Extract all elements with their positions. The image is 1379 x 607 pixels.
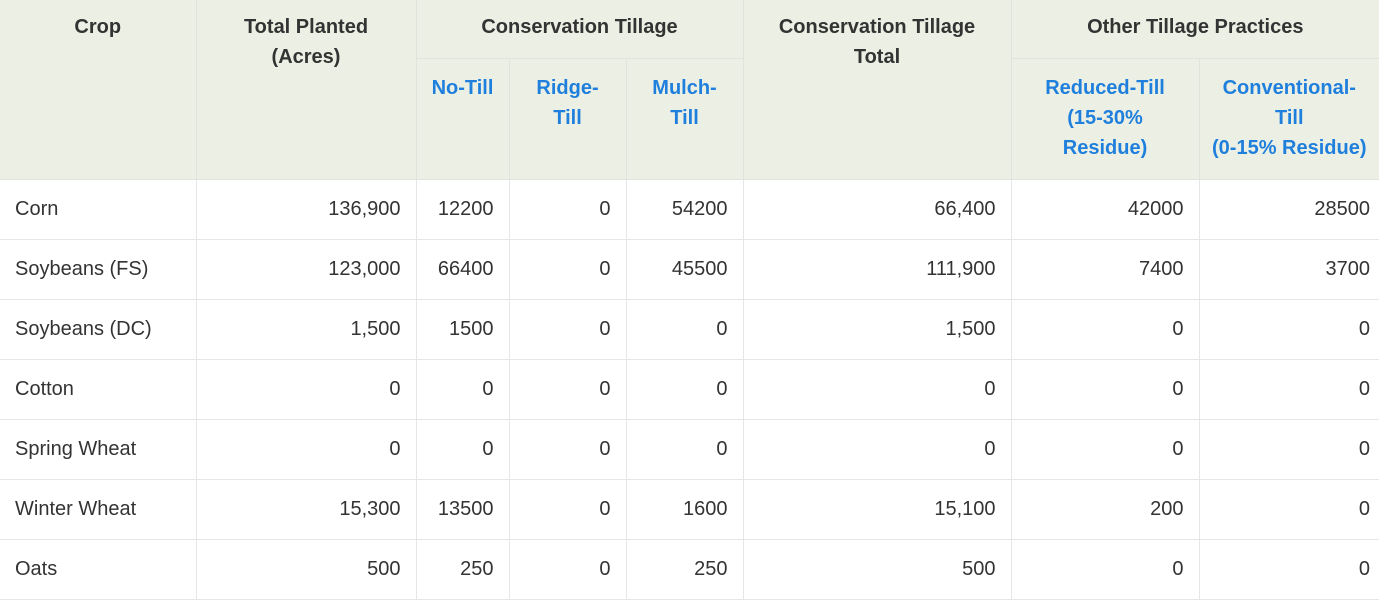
header-no-till-link[interactable]: No-Till	[431, 76, 494, 99]
header-ridge-till-line2[interactable]: Till	[553, 106, 582, 129]
header-mulch-till-line2[interactable]: Till	[670, 106, 699, 129]
header-ridge-till-line1[interactable]: Ridge-	[536, 76, 599, 99]
cell-reduced-till: 0	[1011, 539, 1200, 600]
cell-conventional-till: 0	[1199, 479, 1379, 540]
cell-total-planted: 0	[196, 359, 417, 420]
cell-conservation-total: 1,500	[743, 299, 1012, 360]
header-conventional-till-line1[interactable]: Conventional-	[1222, 76, 1356, 99]
cell-crop: Oats	[0, 539, 197, 600]
cell-crop: Soybeans (FS)	[0, 239, 197, 300]
cell-crop: Winter Wheat	[0, 479, 197, 540]
cell-mulch-till: 1600	[626, 479, 744, 540]
header-total-planted-line2: (Acres)	[271, 46, 341, 68]
cell-conservation-total: 500	[743, 539, 1012, 600]
cell-reduced-till: 42000	[1011, 179, 1200, 240]
cell-total-planted: 1,500	[196, 299, 417, 360]
cell-reduced-till: 0	[1011, 299, 1200, 360]
header-reduced-till[interactable]: Reduced-Till (15-30% Residue)	[1011, 58, 1200, 180]
cell-no-till: 1500	[416, 299, 510, 360]
cell-ridge-till: 0	[509, 539, 627, 600]
cell-conventional-till: 0	[1199, 359, 1379, 420]
header-conventional-till-line3[interactable]: (0-15% Residue)	[1212, 136, 1367, 159]
cell-reduced-till: 0	[1011, 359, 1200, 420]
header-conservation-total-line1: Conservation Tillage	[778, 16, 976, 38]
cell-mulch-till: 54200	[626, 179, 744, 240]
cell-conservation-total: 66,400	[743, 179, 1012, 240]
header-other-tillage-label: Other Tillage Practices	[1087, 16, 1304, 38]
table-header: Crop Total Planted (Acres) Conservation …	[0, 0, 1379, 180]
cell-ridge-till: 0	[509, 239, 627, 300]
table-row: Corn 136,900 12200 0 54200 66,400 42000 …	[0, 179, 1379, 240]
cell-total-planted: 15,300	[196, 479, 417, 540]
cell-conservation-total: 15,100	[743, 479, 1012, 540]
cell-conventional-till: 28500	[1199, 179, 1379, 240]
cell-conservation-total: 111,900	[743, 239, 1012, 300]
header-conventional-till[interactable]: Conventional- Till (0-15% Residue)	[1199, 58, 1379, 180]
cell-mulch-till: 250	[626, 539, 744, 600]
cell-ridge-till: 0	[509, 419, 627, 480]
header-total-planted-line1: Total Planted	[243, 16, 369, 38]
cell-ridge-till: 0	[509, 179, 627, 240]
table-row: Cotton 0 0 0 0 0 0 0	[0, 359, 1379, 420]
cell-mulch-till: 0	[626, 359, 744, 420]
cell-crop: Soybeans (DC)	[0, 299, 197, 360]
cell-no-till: 0	[416, 359, 510, 420]
cell-ridge-till: 0	[509, 299, 627, 360]
header-reduced-till-line1[interactable]: Reduced-Till	[1045, 76, 1165, 99]
cell-reduced-till: 7400	[1011, 239, 1200, 300]
table-body: Corn 136,900 12200 0 54200 66,400 42000 …	[0, 179, 1379, 600]
cell-conventional-till: 3700	[1199, 239, 1379, 300]
table-row: Soybeans (DC) 1,500 1500 0 0 1,500 0 0	[0, 299, 1379, 360]
cell-no-till: 12200	[416, 179, 510, 240]
cell-ridge-till: 0	[509, 359, 627, 420]
header-ridge-till[interactable]: Ridge- Till	[509, 58, 627, 180]
header-conservation-tillage: Conservation Tillage	[416, 0, 744, 59]
cell-no-till: 66400	[416, 239, 510, 300]
cell-mulch-till: 45500	[626, 239, 744, 300]
header-mulch-till-line1[interactable]: Mulch-	[652, 76, 717, 99]
table-row: Oats 500 250 0 250 500 0 0	[0, 539, 1379, 600]
table-row: Winter Wheat 15,300 13500 0 1600 15,100 …	[0, 479, 1379, 540]
cell-reduced-till: 0	[1011, 419, 1200, 480]
cell-no-till: 0	[416, 419, 510, 480]
header-conservation-total: Conservation Tillage Total	[743, 0, 1012, 180]
cell-ridge-till: 0	[509, 479, 627, 540]
cell-mulch-till: 0	[626, 299, 744, 360]
table-row: Spring Wheat 0 0 0 0 0 0 0	[0, 419, 1379, 480]
cell-total-planted: 136,900	[196, 179, 417, 240]
cell-total-planted: 500	[196, 539, 417, 600]
table-row: Soybeans (FS) 123,000 66400 0 45500 111,…	[0, 239, 1379, 300]
cell-crop: Spring Wheat	[0, 419, 197, 480]
cell-conventional-till: 0	[1199, 419, 1379, 480]
cell-reduced-till: 200	[1011, 479, 1200, 540]
header-other-tillage: Other Tillage Practices	[1011, 0, 1379, 59]
cell-conservation-total: 0	[743, 359, 1012, 420]
cell-crop: Corn	[0, 179, 197, 240]
header-conventional-till-line2[interactable]: Till	[1275, 106, 1304, 129]
cell-total-planted: 123,000	[196, 239, 417, 300]
header-reduced-till-line2[interactable]: (15-30%	[1067, 106, 1143, 129]
cell-conventional-till: 0	[1199, 299, 1379, 360]
header-reduced-till-line3[interactable]: Residue)	[1062, 136, 1148, 159]
header-crop-label: Crop	[74, 16, 122, 38]
header-crop: Crop	[0, 0, 197, 180]
header-conservation-tillage-label: Conservation Tillage	[481, 16, 678, 38]
cell-no-till: 13500	[416, 479, 510, 540]
cell-total-planted: 0	[196, 419, 417, 480]
cell-no-till: 250	[416, 539, 510, 600]
cell-conventional-till: 0	[1199, 539, 1379, 600]
header-mulch-till[interactable]: Mulch- Till	[626, 58, 744, 180]
header-total-planted: Total Planted (Acres)	[196, 0, 417, 180]
cell-mulch-till: 0	[626, 419, 744, 480]
cell-conservation-total: 0	[743, 419, 1012, 480]
header-no-till[interactable]: No-Till	[416, 58, 510, 180]
cell-crop: Cotton	[0, 359, 197, 420]
header-conservation-total-line2: Total	[853, 46, 901, 68]
